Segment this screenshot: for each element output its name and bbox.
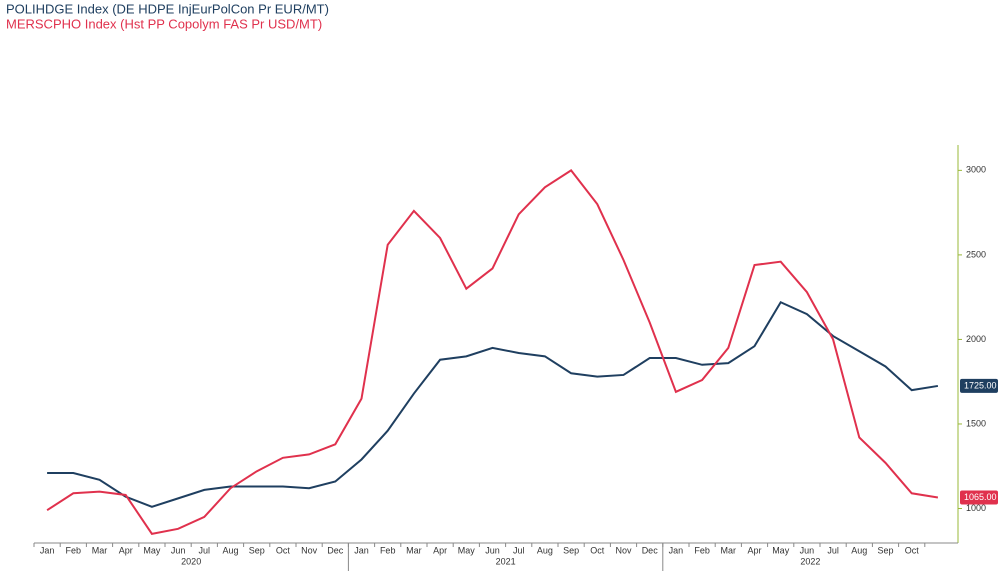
year-label: 2020: [181, 556, 201, 566]
x-tick-label: Sep: [877, 545, 893, 555]
x-tick-label: Aug: [222, 545, 238, 555]
x-tick-label: Jul: [513, 545, 525, 555]
year-label: 2022: [800, 556, 820, 566]
x-tick-label: May: [458, 545, 476, 555]
x-tick-label: Oct: [905, 545, 920, 555]
x-tick-label: Mar: [721, 545, 737, 555]
x-tick-label: Jul: [199, 545, 211, 555]
x-tick-label: Apr: [747, 545, 761, 555]
y-tick-label: 1000: [966, 503, 986, 513]
x-tick-label: Jan: [669, 545, 684, 555]
x-tick-label: Nov: [615, 545, 632, 555]
x-tick-label: Oct: [590, 545, 605, 555]
line-series: [47, 300, 939, 508]
value-label-box: [960, 378, 998, 393]
x-tick-label: Mar: [406, 545, 422, 555]
legend-entry: MERSCPHO Index (Hst PP Copolym FAS Pr US…: [6, 16, 322, 31]
x-tick-label: Dec: [642, 545, 659, 555]
x-tick-label: Dec: [327, 545, 344, 555]
x-tick-label: Apr: [433, 545, 447, 555]
x-tick-label: Jan: [40, 545, 55, 555]
x-tick-label: Mar: [92, 545, 108, 555]
x-tick-label: Feb: [380, 545, 396, 555]
x-tick-label: Feb: [66, 545, 82, 555]
x-tick-label: Jul: [827, 545, 839, 555]
x-tick-label: Jun: [800, 545, 815, 555]
x-tick-label: Aug: [851, 545, 867, 555]
x-tick-label: Nov: [301, 545, 318, 555]
line-series: [46, 169, 939, 535]
x-tick-label: Jan: [354, 545, 369, 555]
x-tick-label: Apr: [119, 545, 133, 555]
x-tick-label: May: [143, 545, 161, 555]
x-tick-label: May: [772, 545, 790, 555]
y-tick-label: 1500: [966, 418, 986, 428]
x-tick-label: Sep: [563, 545, 579, 555]
x-tick-label: Sep: [249, 545, 265, 555]
value-label-box: [960, 490, 998, 505]
value-label: 1725.00: [964, 380, 997, 390]
x-tick-label: Jun: [485, 545, 500, 555]
y-tick-label: 2000: [966, 334, 986, 344]
year-label: 2021: [496, 556, 516, 566]
y-tick-label: 2500: [966, 249, 986, 259]
x-tick-label: Jun: [171, 545, 186, 555]
x-tick-label: Aug: [537, 545, 553, 555]
legend-entry: POLIHDGE Index (DE HDPE InjEurPolCon Pr …: [6, 1, 329, 16]
y-tick-label: 3000: [966, 165, 986, 175]
x-tick-label: Oct: [276, 545, 291, 555]
x-tick-label: Feb: [694, 545, 710, 555]
value-label: 1065.00: [964, 492, 997, 502]
